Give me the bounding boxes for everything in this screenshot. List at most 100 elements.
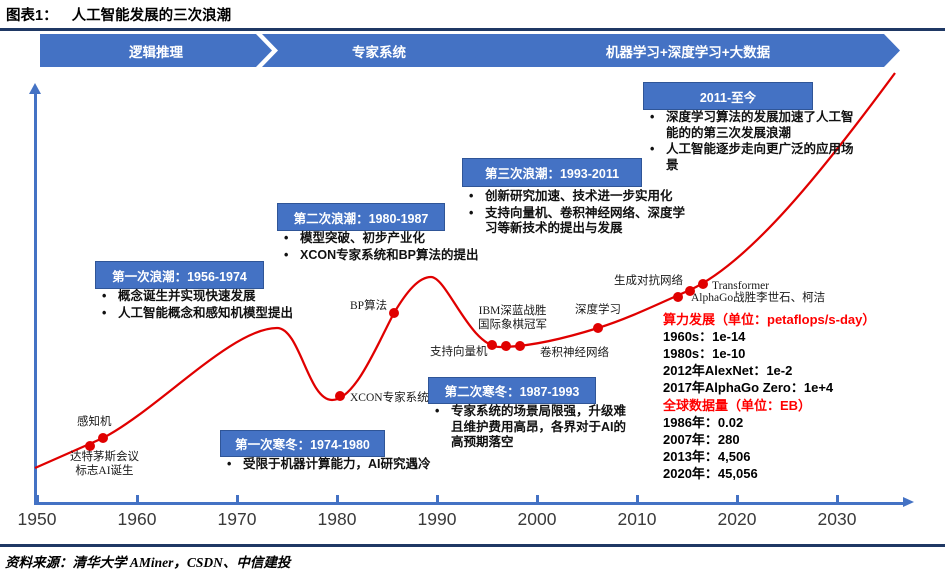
milestone-label: IBM深蓝战胜 国际象棋冠军 [478,305,547,331]
wave1-bullets: • 概念诞生并实现快速发展 • 人工智能概念和感知机模型提出 [95,289,335,322]
bullet-marker: • [102,305,107,320]
data-volume-stats-block: 全球数据量（单位：EB） 1986年：0.02 2007年：280 2013年：4,… [663,397,811,482]
bullet-item: • 人工智能概念和感知机模型提出 [95,306,335,322]
bullet-item: • 专家系统的场景局限强，升级难且维护费用高昂，各界对于AI的高预期落空 [428,404,636,451]
wave1-box: 第一次浪潮：1956-1974 [95,261,264,289]
milestone-label: 深度学习 [575,304,621,316]
bullet-item: • XCON专家系统和BP算法的提出 [277,248,512,264]
milestone-dot [389,308,399,318]
bullet-item: • 深度学习算法的发展加速了人工智能的的第三次发展浪潮 [643,110,855,141]
milestone-dot [515,341,525,351]
bullet-item: • 人工智能逐步走向更广泛的应用场景 [643,142,855,173]
bullet-marker: • [469,189,474,203]
axis-tick [36,495,39,502]
bullet-item: • 模型突破、初步产业化 [277,231,512,247]
wave2-bullets: • 模型突破、初步产业化 • XCON专家系统和BP算法的提出 [277,231,512,264]
bullet-marker: • [227,457,232,471]
axis-tick [536,495,539,502]
y-axis [34,90,37,504]
stat-line: 2017年AlphaGo Zero：1e+4 [663,380,834,395]
footer-separator [0,544,945,547]
wave3-title: 第三次浪潮：1993-2011 [484,167,620,181]
axis-tick-label: 1980 [317,509,357,529]
milestone-label: AlphaGo战胜李世石、柯洁 [691,292,826,304]
winter1-bullets: • 受限于机器计算能力，AI研究遇冷 [220,457,475,474]
winter1-title: 第一次寒冬：1974-1980 [235,438,370,452]
data-volume-stats-title: 全球数据量（单位：EB） [663,398,812,413]
axis-tick [136,495,139,502]
bullet-text: 支持向量机、卷积神经网络、深度学习等新技术的提出与发展 [485,205,686,236]
wave2-box: 第二次浪潮：1980-1987 [277,203,445,231]
milestone-label: BP算法 [350,300,388,312]
stat-line: 2012年AlexNet：1e-2 [663,363,793,378]
bullet-marker: • [650,142,655,157]
x-axis [34,502,906,505]
milestone-label: 感知机 [77,416,112,428]
bullet-marker: • [284,231,289,245]
banner-segment-label: 逻辑推理 [129,44,183,60]
y-axis-arrow-icon [29,83,41,94]
banner-segment-logic: 逻辑推理 [40,34,272,67]
milestone-dot [501,341,511,351]
bullet-marker: • [284,247,289,262]
bullet-item: • 创新研究加速、技术进一步实用化 [462,189,697,205]
bullet-text: 人工智能逐步走向更广泛的应用场景 [666,142,854,172]
wave3-box: 第三次浪潮：1993-2011 [462,158,642,187]
figure-title: 人工智能发展的三次浪潮 [71,8,232,24]
bullet-text: 概念诞生并实现快速发展 [118,289,256,303]
axis-tick [636,495,639,502]
bullet-text: 模型突破、初步产业化 [300,231,426,245]
milestone-label: 支持向量机 [430,346,488,358]
bullet-text: 深度学习算法的发展加速了人工智能的的第三次发展浪潮 [666,110,854,140]
bullet-item: • 概念诞生并实现快速发展 [95,289,335,305]
milestone-label: 卷积神经网络 [540,347,609,359]
milestone-dot [335,391,345,401]
banner-segment-ml: 机器学习+深度学习+大数据 [466,34,900,67]
wave1-title: 第一次浪潮：1956-1974 [112,269,247,284]
winter1-box: 第一次寒冬：1974-1980 [220,430,385,457]
bullet-marker: • [469,205,474,220]
stat-line: 1980s：1e-10 [663,346,746,361]
axis-tick [836,495,839,502]
wave3-bullets: • 创新研究加速、技术进一步实用化 • 支持向量机、卷积神经网络、深度学习等新技术的提… [462,189,697,238]
era2011-title: 2011-至今 [699,90,757,105]
milestone-label: XCON专家系统 [350,392,429,404]
milestone-dot [98,433,108,443]
banner-segment-label: 机器学习+深度学习+大数据 [605,44,771,60]
source-line: 资料来源：清华大学 AMiner，CSDN、中信建投 [5,555,291,570]
bullet-text: XCON专家系统和BP算法的提出 [300,247,479,262]
axis-tick-label: 2030 [817,509,857,529]
winter2-bullets: • 专家系统的场景局限强，升级难且维护费用高昂，各界对于AI的高预期落空 [428,404,636,452]
axis-tick-label: 2000 [517,509,557,529]
bullet-text: 创新研究加速、技术进一步实用化 [485,189,673,203]
era2011-bullets: • 深度学习算法的发展加速了人工智能的的第三次发展浪潮 • 人工智能逐步走向更广泛的应… [643,110,855,175]
bullet-text: 人工智能概念和感知机模型提出 [118,305,294,320]
winter2-box: 第二次寒冬：1987-1993 [428,377,596,404]
figure-number: 图表1： [6,8,58,24]
x-axis-arrow-icon [903,497,914,507]
axis-tick-label: 1990 [417,509,457,529]
axis-tick [236,495,239,502]
bullet-marker: • [102,289,107,303]
milestone-dot [593,323,603,333]
stat-line: 2007年：280 [663,432,740,447]
compute-stats-block: 算力发展（单位：petaflops/s-day） 1960s：1e-14 1980… [663,311,875,396]
bullet-text: 受限于机器计算能力，AI研究遇冷 [243,457,431,471]
axis-tick [436,495,439,502]
compute-stats-title: 算力发展（单位：petaflops/s-day） [663,312,876,327]
wave2-title: 第二次浪潮：1980-1987 [293,211,429,226]
page-title: 图表1： 人工智能发展的三次浪潮 [6,4,231,25]
stat-line: 2020年：45,056 [663,466,758,481]
era2011-box: 2011-至今 [643,82,813,110]
banner-segment-expert: 专家系统 [262,34,486,67]
winter2-title: 第二次寒冬：1987-1993 [444,385,580,399]
title-separator [0,28,945,31]
bullet-text: 专家系统的场景局限强，升级难且维护费用高昂，各界对于AI的高预期落空 [451,404,627,450]
banner-segment-label: 专家系统 [352,44,406,60]
bullet-marker: • [435,404,440,418]
axis-tick [336,495,339,502]
milestone-dot [673,292,683,302]
milestone-dot [85,441,95,451]
bullet-item: • 支持向量机、卷积神经网络、深度学习等新技术的提出与发展 [462,206,697,237]
